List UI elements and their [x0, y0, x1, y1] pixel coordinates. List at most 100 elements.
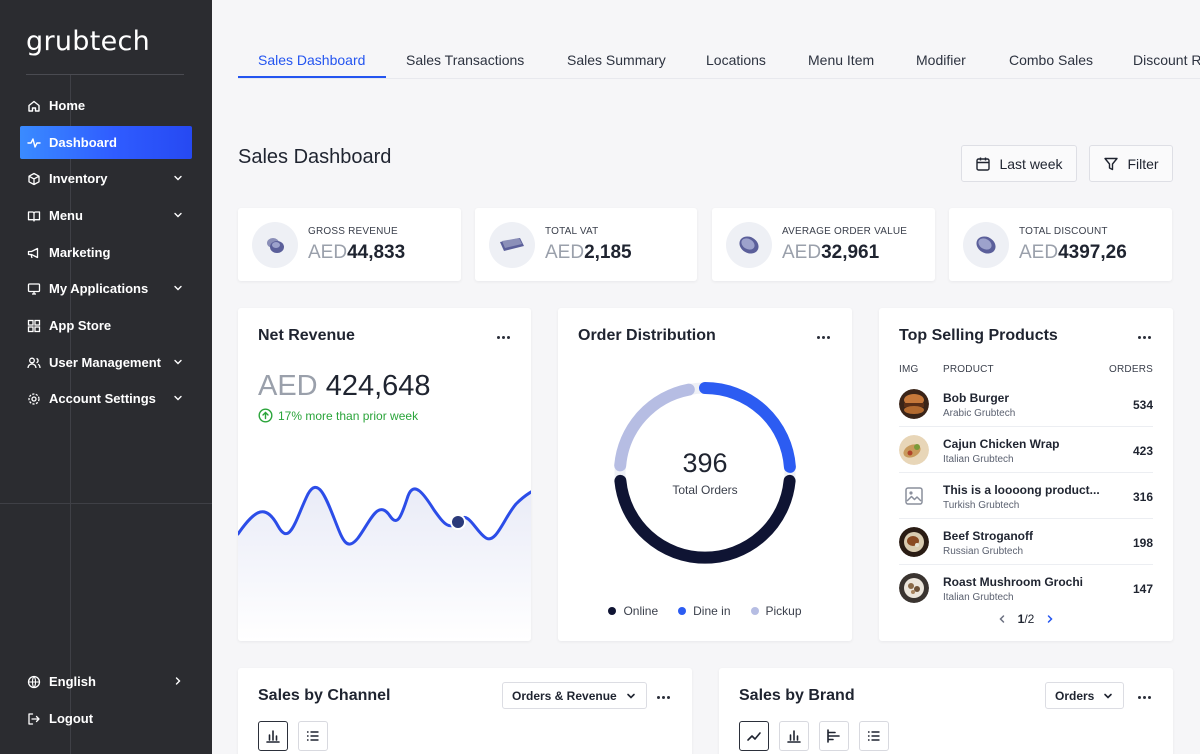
tab-combo-sales[interactable]: Combo Sales	[1009, 52, 1094, 68]
tab-locations[interactable]: Locations	[706, 52, 766, 68]
product-brand: Russian Grubtech	[943, 546, 1024, 557]
chevron-down-icon[interactable]	[172, 172, 184, 184]
language-selector[interactable]: English	[20, 665, 192, 698]
revenue-change-note: 17% more than prior week	[258, 408, 418, 423]
more-options-icon[interactable]	[1136, 690, 1152, 704]
product-thumbnail	[899, 573, 929, 603]
total-orders-label: Total Orders	[672, 483, 738, 497]
date-range-label: Last week	[999, 155, 1063, 172]
legend-dot	[608, 607, 617, 615]
line-chart-view-button[interactable]	[739, 721, 769, 751]
kpi-card-total-vat: TOTAL VAT AED2,185	[475, 208, 697, 281]
sidebar-item-label: Inventory	[49, 171, 108, 186]
chevron-left-icon[interactable]	[996, 613, 1008, 625]
sidebar-item-label: Dashboard	[49, 135, 117, 150]
sidebar-item-my-applications[interactable]: My Applications	[20, 272, 192, 305]
table-row[interactable]: Bob Burger Arabic Grubtech 534	[899, 381, 1153, 427]
sidebar-item-label: User Management	[49, 355, 161, 370]
date-range-button[interactable]: Last week	[961, 145, 1077, 182]
legend-item-online[interactable]: Online	[608, 604, 658, 618]
chevron-down-icon[interactable]	[172, 392, 184, 404]
sidebar-item-label: Marketing	[49, 245, 111, 260]
chevron-right-icon[interactable]	[1044, 613, 1056, 625]
page-title: Sales Dashboard	[238, 146, 392, 168]
legend-item-pickup[interactable]: Pickup	[750, 604, 802, 618]
more-options-icon[interactable]	[495, 330, 511, 344]
column-header-orders: ORDERS	[1109, 364, 1153, 375]
list-view-button[interactable]	[859, 721, 889, 751]
sidebar-item-marketing[interactable]: Marketing	[20, 236, 192, 269]
more-options-icon[interactable]	[815, 330, 831, 344]
chevron-down-icon[interactable]	[172, 356, 184, 368]
guide-line	[70, 75, 71, 754]
amount: 2,185	[584, 242, 632, 263]
chevron-down-icon[interactable]	[172, 282, 184, 294]
kpi-label: AVERAGE ORDER VALUE	[782, 226, 908, 237]
total-pages: /2	[1024, 612, 1035, 626]
sidebar-item-dashboard[interactable]: Dashboard	[20, 126, 192, 159]
kpi-label: GROSS REVENUE	[308, 226, 398, 237]
card-title: Order Distribution	[578, 327, 716, 344]
box-icon	[27, 172, 41, 186]
sidebar-item-account-settings[interactable]: Account Settings	[20, 382, 192, 415]
bar-chart-view-button[interactable]	[258, 721, 288, 751]
table-row[interactable]: Cajun Chicken Wrap Italian Grubtech 423	[899, 427, 1153, 473]
tab-sales-summary[interactable]: Sales Summary	[567, 52, 666, 68]
current-page: 1	[1017, 612, 1025, 626]
sidebar-item-app-store[interactable]: App Store	[20, 309, 192, 342]
kpi-value: AED32,961	[782, 242, 879, 264]
logout-label: Logout	[49, 711, 94, 726]
change-text: 17% more than prior week	[278, 408, 419, 423]
sidebar-item-menu[interactable]: Menu	[20, 199, 192, 232]
product-orders: 534	[1132, 398, 1153, 412]
more-options-icon[interactable]	[1136, 330, 1152, 344]
donut-segment-dine-in[interactable]	[699, 381, 796, 473]
chevron-down-icon[interactable]	[172, 209, 184, 221]
product-name: Roast Mushroom Grochi	[943, 575, 1084, 589]
filter-button[interactable]: Filter	[1089, 145, 1173, 182]
table-row[interactable]: Roast Mushroom Grochi Italian Grubtech 1…	[899, 565, 1153, 611]
donut-segment-online[interactable]	[614, 474, 796, 564]
top-selling-products-card: Top Selling Products IMG PRODUCT ORDERS …	[879, 308, 1173, 641]
legend-item-dine-in[interactable]: Dine in	[678, 604, 731, 618]
product-name: Beef Stroganoff	[943, 529, 1033, 543]
filter-label: Filter	[1127, 155, 1159, 172]
currency: AED	[258, 370, 318, 402]
sales-by-brand-card: Sales by Brand Orders	[719, 668, 1173, 754]
product-brand: Turkish Grubtech	[943, 500, 1020, 511]
horizontal-bar-icon	[827, 729, 840, 743]
chevron-right-icon[interactable]	[172, 675, 184, 687]
metric-dropdown[interactable]: Orders	[1045, 682, 1125, 709]
app-logo[interactable]: grubtech	[26, 26, 151, 57]
tab-discount[interactable]: Discount R	[1133, 52, 1200, 68]
amount: 424,648	[325, 370, 431, 402]
tab-sales-dashboard[interactable]: Sales Dashboard	[258, 52, 366, 68]
table-row[interactable]: Beef Stroganoff Russian Grubtech 198	[899, 519, 1153, 565]
product-name: Cajun Chicken Wrap	[943, 437, 1060, 451]
tab-modifier[interactable]: Modifier	[916, 52, 966, 68]
kpi-value: AED4397,26	[1019, 242, 1127, 264]
megaphone-icon	[27, 246, 41, 260]
sidebar-item-inventory[interactable]: Inventory	[20, 162, 192, 195]
bar-chart-view-button[interactable]	[779, 721, 809, 751]
sidebar-item-label: App Store	[49, 318, 112, 333]
list-view-button[interactable]	[298, 721, 328, 751]
tab-sales-transactions[interactable]: Sales Transactions	[406, 52, 525, 68]
chevron-down-icon	[626, 693, 635, 699]
tab-menu-item[interactable]: Menu Item	[808, 52, 875, 68]
sidebar-item-home[interactable]: Home	[20, 89, 192, 122]
horizontal-bar-view-button[interactable]	[819, 721, 849, 751]
currency: AED	[1019, 242, 1059, 263]
logout-button[interactable]: Logout	[20, 702, 192, 735]
calendar-icon	[976, 157, 991, 171]
more-options-icon[interactable]	[655, 690, 671, 704]
product-thumbnail	[899, 527, 929, 557]
dropdown-value: Orders & Revenue	[512, 688, 617, 703]
metric-dropdown[interactable]: Orders & Revenue	[502, 682, 647, 709]
sidebar-item-user-management[interactable]: User Management	[20, 346, 192, 379]
net-revenue-line-chart	[238, 485, 531, 641]
net-revenue-card: Net Revenue AED 424,648 17% more than pr…	[238, 308, 531, 641]
donut-segment-pickup[interactable]	[614, 383, 695, 472]
currency: AED	[782, 242, 822, 263]
table-row[interactable]: This is a loooong product... Turkish Gru…	[899, 473, 1153, 519]
